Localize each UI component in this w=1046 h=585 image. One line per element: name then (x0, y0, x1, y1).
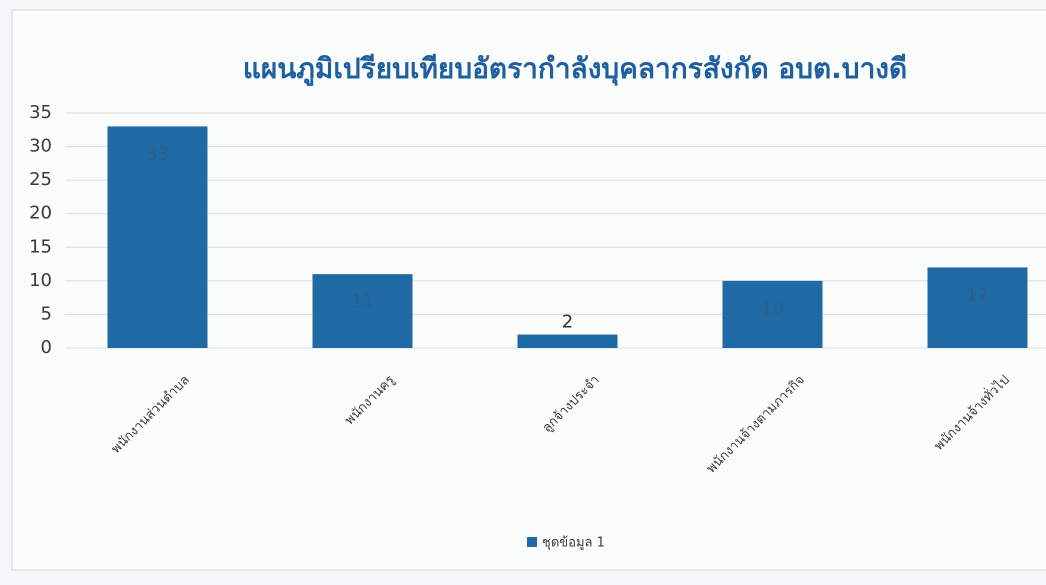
y-tick-label: 20 (29, 203, 52, 224)
legend-swatch (527, 537, 537, 547)
bar (927, 267, 1028, 348)
data-label: 10 (761, 298, 784, 319)
data-label: 2 (562, 312, 573, 333)
data-label: 12 (966, 284, 989, 305)
y-tick-label: 15 (29, 236, 52, 257)
y-tick-label: 10 (29, 270, 52, 291)
legend-label: ชุดข้อมูล 1 (542, 536, 605, 551)
bar (517, 334, 618, 348)
y-tick-label: 5 (41, 303, 52, 324)
bar (722, 280, 823, 348)
chart-title: แผนภูมิเปรียบเทียบอัตรากำลังบุคลากรสังกั… (243, 52, 907, 86)
y-tick-label: 30 (29, 136, 52, 157)
data-label: 11 (351, 291, 374, 312)
y-tick-label: 25 (29, 169, 52, 190)
bar (107, 126, 208, 348)
bar (312, 274, 413, 348)
y-tick-label: 0 (41, 337, 52, 358)
data-label: 33 (146, 143, 169, 164)
y-tick-label: 35 (29, 102, 52, 123)
